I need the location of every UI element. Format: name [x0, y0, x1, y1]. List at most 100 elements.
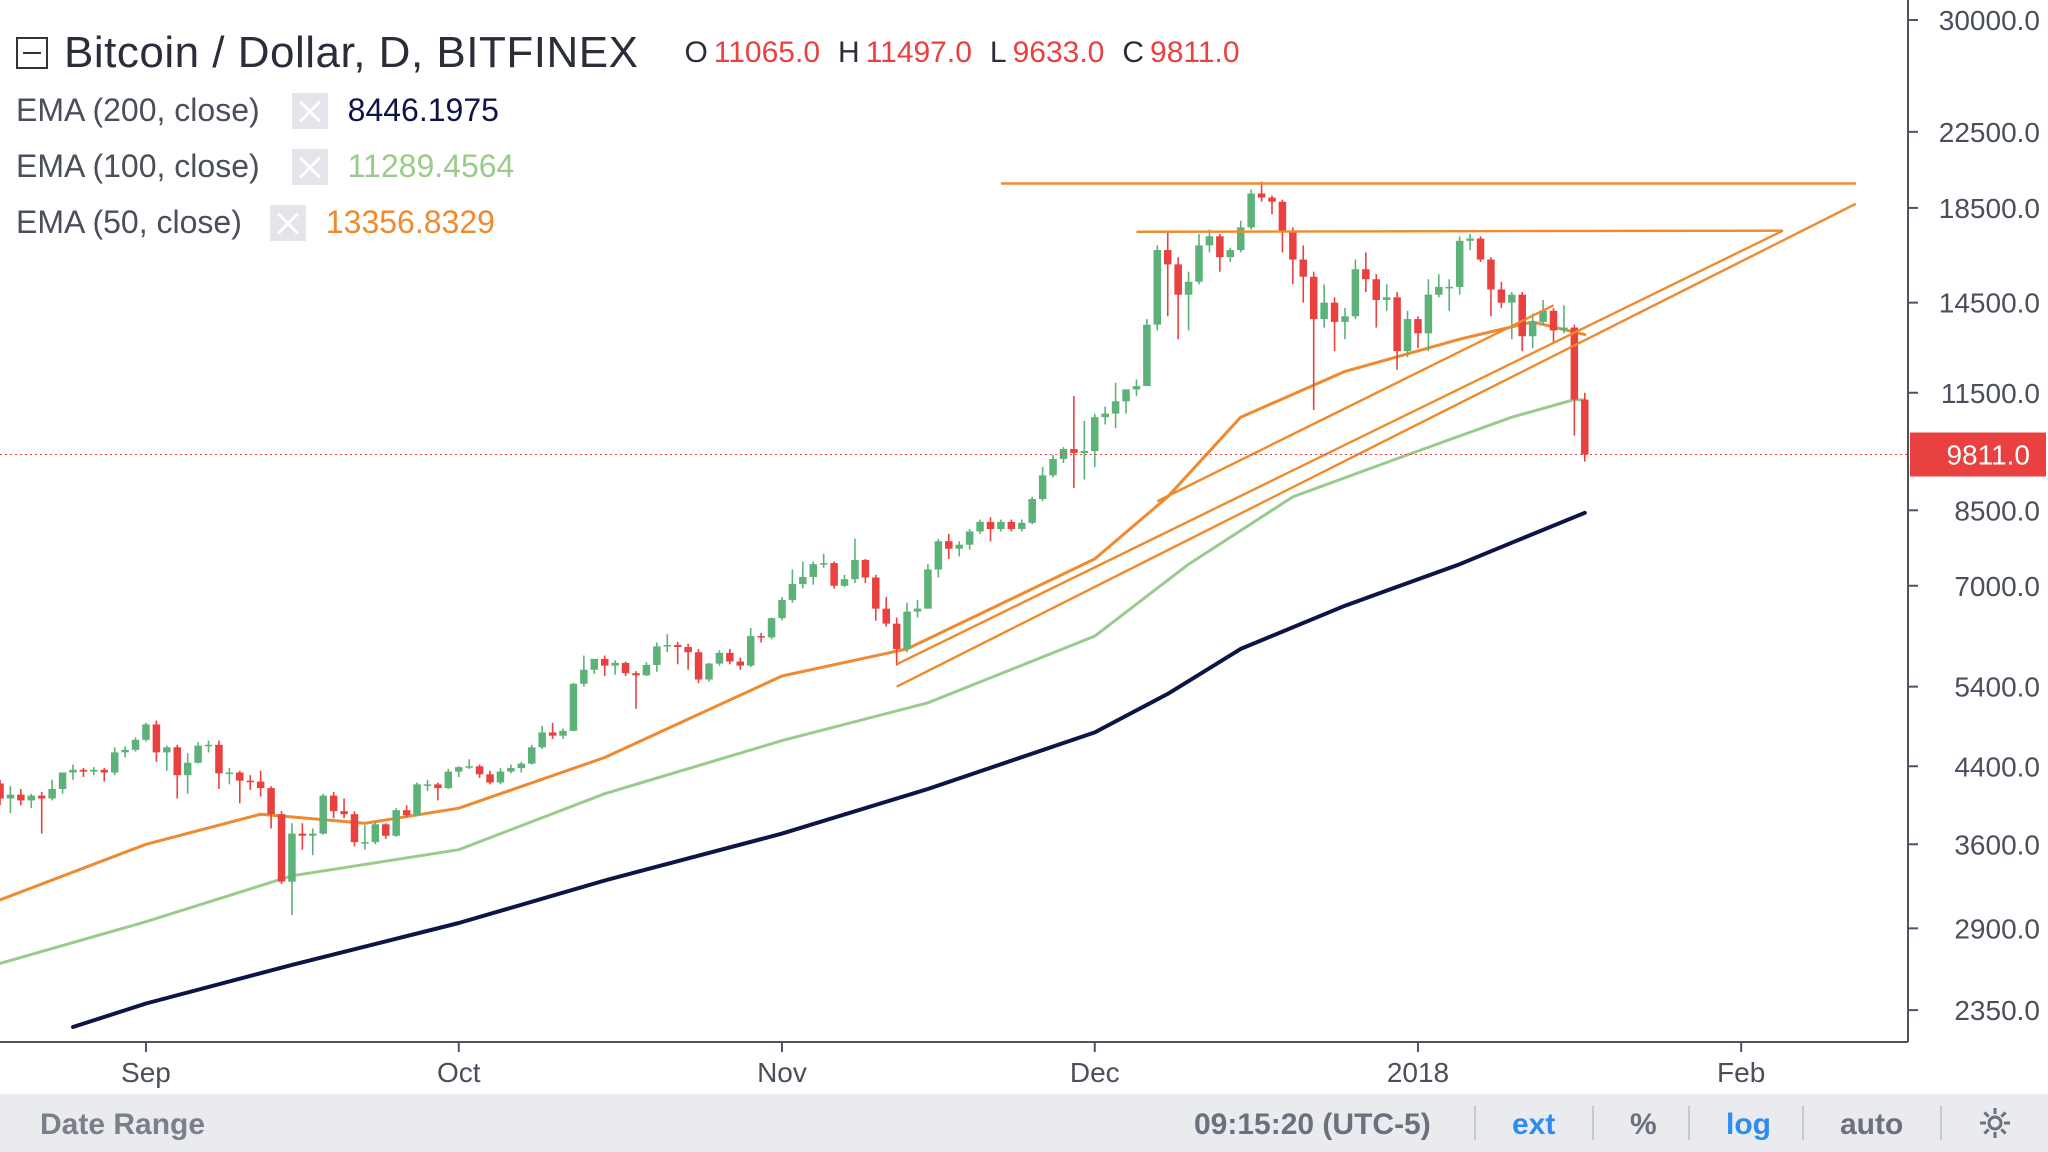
candle[interactable] [444, 768, 453, 790]
candle[interactable] [809, 561, 817, 585]
candle[interactable] [976, 519, 984, 534]
clock-display[interactable]: 09:15:20 (UTC-5) [1194, 1108, 1431, 1141]
candle[interactable] [799, 561, 807, 589]
candle[interactable] [288, 823, 296, 916]
trendline[interactable] [1136, 229, 1783, 233]
candle[interactable] [882, 597, 890, 627]
candle[interactable] [1247, 189, 1255, 230]
candle[interactable] [1476, 236, 1485, 262]
indicator-ema50[interactable]: EMA (50, close) 13356.8329 [16, 204, 495, 241]
candle[interactable] [27, 793, 36, 809]
candle[interactable] [548, 722, 557, 739]
candle[interactable] [173, 744, 181, 799]
candle[interactable] [632, 671, 640, 709]
candle[interactable] [1205, 229, 1214, 253]
candle[interactable] [1393, 292, 1401, 370]
ext-toggle[interactable]: ext [1512, 1108, 1556, 1141]
candle[interactable] [6, 786, 15, 814]
candle[interactable] [715, 650, 724, 666]
candle[interactable] [1195, 234, 1203, 285]
candle[interactable] [1268, 195, 1276, 215]
log-toggle[interactable]: log [1726, 1108, 1771, 1141]
candle[interactable] [392, 808, 400, 837]
candle[interactable] [1216, 234, 1224, 272]
candle[interactable] [1455, 236, 1464, 295]
candle[interactable] [1497, 281, 1506, 309]
candle[interactable] [309, 828, 317, 856]
candle[interactable] [986, 517, 995, 542]
candle[interactable] [496, 768, 505, 785]
candle[interactable] [194, 742, 202, 764]
candle[interactable] [507, 764, 515, 774]
candle[interactable] [872, 574, 880, 621]
candle[interactable] [861, 558, 870, 583]
candle[interactable] [1132, 379, 1141, 397]
candle[interactable] [163, 745, 171, 771]
candle[interactable] [1018, 519, 1026, 532]
indicator-ema200[interactable]: EMA (200, close) 8446.1975 [16, 92, 499, 129]
candle[interactable] [1581, 392, 1589, 462]
candle[interactable] [1382, 284, 1391, 311]
candle[interactable] [319, 793, 327, 835]
candle[interactable] [121, 746, 129, 758]
candle[interactable] [361, 825, 369, 850]
candle[interactable] [329, 791, 338, 819]
candle[interactable] [663, 634, 672, 653]
trendline[interactable] [1156, 304, 1555, 503]
candle[interactable] [819, 553, 828, 568]
price-chart[interactable]: 9811.0 30000.0 22500.0 18500.0 14500.0 11500… [0, 0, 2048, 1094]
candle[interactable] [1299, 245, 1308, 303]
candle[interactable] [17, 789, 25, 806]
candle[interactable] [1435, 274, 1443, 298]
candle[interactable] [350, 811, 359, 847]
candle[interactable] [673, 641, 682, 665]
candle[interactable] [569, 683, 578, 731]
candle[interactable] [600, 655, 609, 676]
candle[interactable] [204, 740, 213, 753]
candle[interactable] [371, 821, 380, 845]
candle[interactable] [1007, 519, 1016, 532]
candle[interactable] [1309, 271, 1318, 411]
candle[interactable] [236, 770, 244, 804]
candle[interactable] [840, 574, 849, 587]
gear-icon[interactable] [1978, 1106, 2012, 1140]
remove-indicator-icon[interactable] [291, 92, 328, 129]
candle[interactable] [1508, 292, 1516, 340]
candle[interactable] [142, 722, 150, 742]
candle[interactable] [215, 740, 223, 790]
candle[interactable] [1059, 447, 1068, 463]
auto-toggle[interactable]: auto [1840, 1108, 1904, 1141]
collapse-icon[interactable] [16, 37, 48, 69]
candle[interactable] [611, 660, 619, 675]
trendline[interactable] [896, 229, 1784, 666]
indicator-ema100[interactable]: EMA (100, close) 11289.4564 [16, 148, 514, 185]
candle[interactable] [851, 538, 859, 583]
candle[interactable] [1184, 271, 1193, 331]
candle[interactable] [767, 617, 776, 640]
candle[interactable] [152, 720, 161, 762]
candle[interactable] [1236, 220, 1245, 253]
candle[interactable] [434, 782, 442, 801]
candle[interactable] [517, 761, 526, 773]
candle[interactable] [945, 533, 953, 559]
candle[interactable] [955, 541, 963, 557]
candle[interactable] [892, 617, 901, 666]
candle[interactable] [1414, 316, 1422, 349]
remove-indicator-icon[interactable] [269, 204, 306, 241]
candlestick-series[interactable] [0, 181, 1589, 916]
candle[interactable] [1163, 231, 1172, 317]
price-axis[interactable]: 30000.0 22500.0 18500.0 14500.0 11500.0 8500.… [1908, 5, 2040, 1026]
candle[interactable] [736, 657, 745, 670]
candle[interactable] [1289, 227, 1297, 285]
candle[interactable] [475, 764, 484, 778]
candle[interactable] [1351, 259, 1360, 320]
candle[interactable] [110, 747, 119, 776]
candle[interactable] [256, 770, 265, 797]
candle[interactable] [1122, 389, 1130, 414]
candle[interactable] [1278, 199, 1287, 253]
candle[interactable] [1320, 284, 1328, 328]
candle[interactable] [726, 648, 734, 665]
candle[interactable] [1570, 324, 1579, 436]
candle[interactable] [538, 726, 546, 749]
candle[interactable] [423, 779, 432, 791]
